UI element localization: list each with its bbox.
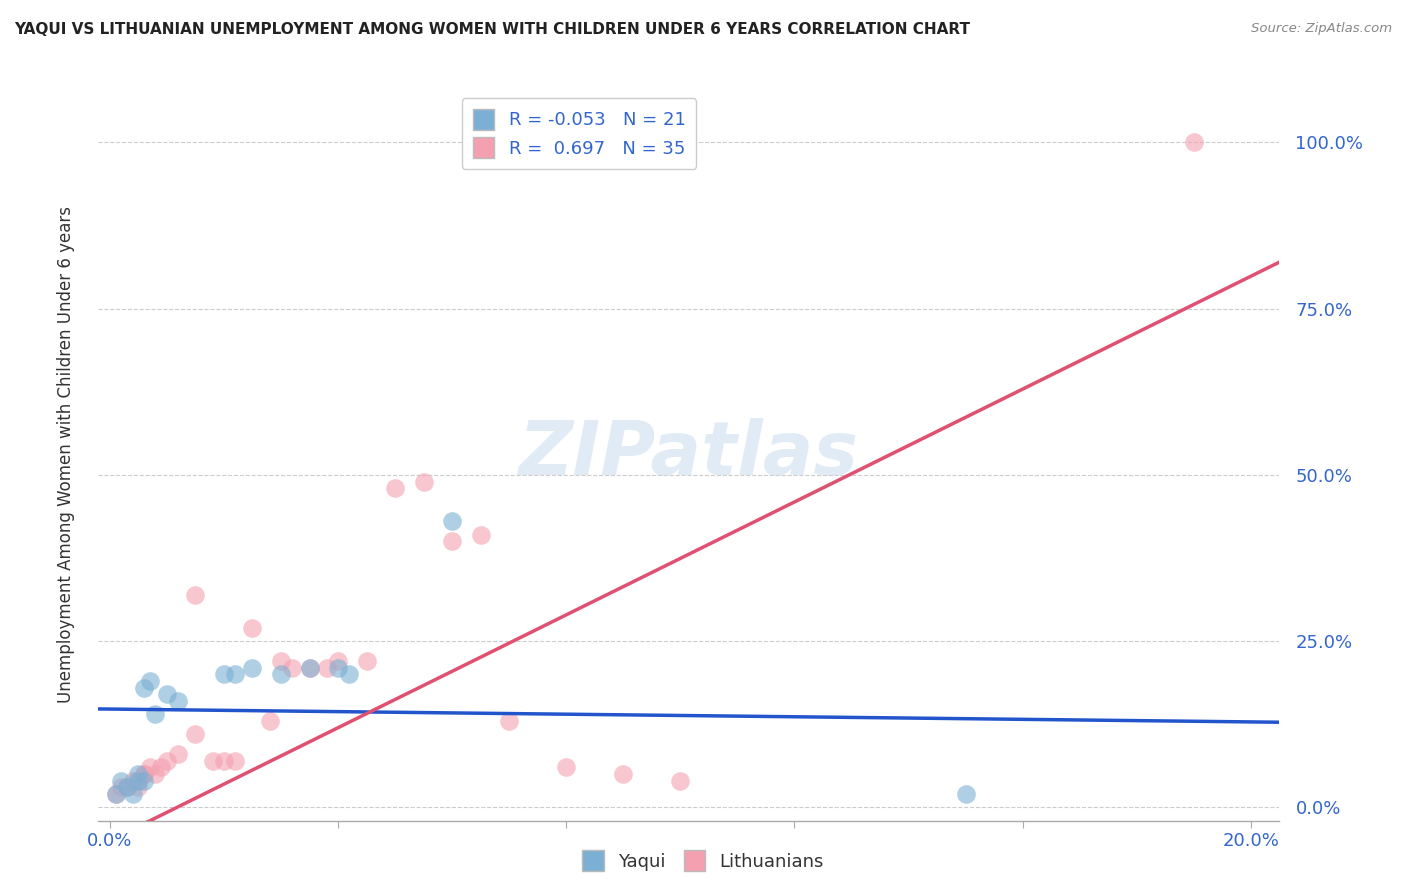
Point (384, 481, 406, 495)
Point (184, 588, 207, 602)
Point (115, 780, 138, 795)
Point (110, 773, 132, 788)
Point (139, 673, 162, 688)
Point (242, 621, 264, 635)
Point (121, 773, 143, 788)
Point (270, 667, 292, 681)
Point (156, 754, 179, 768)
Point (132, 767, 155, 781)
Y-axis label: Unemployment Among Women with Children Under 6 years: Unemployment Among Women with Children U… (56, 206, 75, 704)
Legend: R = -0.053   N = 21, R =  0.697   N = 35: R = -0.053 N = 21, R = 0.697 N = 35 (461, 98, 696, 169)
Point (121, 787, 143, 801)
Point (132, 681, 155, 695)
Point (150, 760, 173, 774)
Point (441, 534, 464, 549)
Point (281, 661, 304, 675)
Text: YAQUI VS LITHUANIAN UNEMPLOYMENT AMONG WOMEN WITH CHILDREN UNDER 6 YEARS CORRELA: YAQUI VS LITHUANIAN UNEMPLOYMENT AMONG W… (14, 22, 970, 37)
Point (201, 754, 224, 768)
Point (127, 773, 149, 788)
Point (110, 780, 132, 795)
Point (298, 661, 321, 675)
Point (127, 780, 149, 795)
Point (139, 760, 162, 774)
Text: Source: ZipAtlas.com: Source: ZipAtlas.com (1251, 22, 1392, 36)
Point (127, 767, 149, 781)
Point (412, 475, 434, 489)
Point (470, 527, 492, 541)
Point (132, 773, 155, 788)
Point (339, 667, 361, 681)
Point (1182, 136, 1205, 150)
Point (326, 661, 349, 675)
Point (270, 654, 292, 668)
Point (115, 780, 138, 795)
Point (298, 661, 321, 675)
Text: ZIPatlas: ZIPatlas (519, 418, 859, 491)
Point (212, 667, 235, 681)
Point (224, 667, 246, 681)
Point (145, 707, 167, 722)
Point (167, 694, 190, 708)
Point (669, 773, 692, 788)
Point (132, 767, 155, 781)
Point (224, 754, 246, 768)
Point (104, 787, 127, 801)
Point (167, 747, 190, 761)
Point (104, 787, 127, 801)
Point (184, 727, 207, 741)
Point (127, 773, 149, 788)
Point (145, 767, 167, 781)
Point (955, 787, 977, 801)
Point (259, 714, 281, 728)
Point (356, 654, 378, 668)
Legend: Yaqui, Lithuanians: Yaqui, Lithuanians (575, 843, 831, 879)
Point (315, 661, 337, 675)
Point (498, 714, 520, 728)
Point (555, 760, 578, 774)
Point (212, 754, 235, 768)
Point (156, 687, 179, 701)
Point (612, 767, 634, 781)
Point (326, 654, 349, 668)
Point (242, 661, 264, 675)
Point (441, 515, 464, 529)
